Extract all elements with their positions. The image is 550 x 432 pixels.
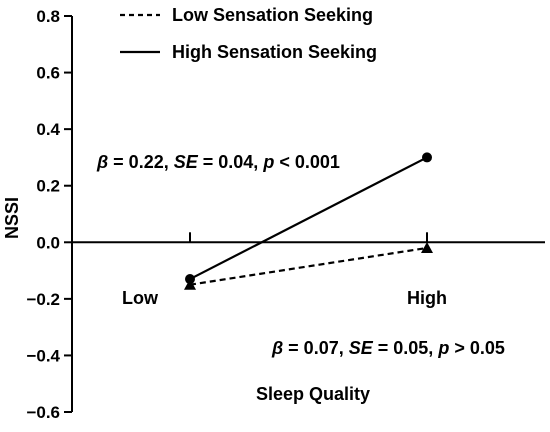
annotation-high-sensation: β = 0.22, SE = 0.04, p < 0.001 [96, 152, 340, 172]
x-tick-label: High [407, 288, 447, 308]
series-layer [184, 152, 433, 290]
y-tick-label: −0.2 [26, 290, 60, 309]
data-point-circle [185, 274, 195, 285]
data-point-triangle [421, 241, 433, 253]
series-low-sensation-seeking [184, 241, 433, 290]
y-tick-label: 0.6 [36, 64, 60, 83]
data-point-circle [422, 152, 432, 163]
x-tick-label: Low [122, 288, 159, 308]
series-line [189, 246, 428, 286]
y-tick-label: 0.4 [36, 120, 60, 139]
legend-label-low: Low Sensation Seeking [172, 5, 373, 25]
x-axis-label: Sleep Quality [256, 384, 370, 404]
legend-label-high: High Sensation Seeking [172, 42, 377, 62]
annotation-low-sensation: β = 0.07, SE = 0.05, p > 0.05 [271, 338, 505, 358]
legend: Low Sensation Seeking High Sensation See… [120, 5, 377, 62]
y-axis: 0.8 0.6 0.4 0.2 0.0 −0.2 −0.4 −0.6 [26, 7, 73, 422]
y-tick-label: 0.0 [36, 233, 60, 252]
y-tick-label: 0.2 [36, 177, 60, 196]
x-axis: Low High [72, 232, 545, 308]
data-point-triangle [184, 278, 196, 290]
y-tick-label: −0.6 [26, 403, 60, 422]
y-tick-label: −0.4 [26, 346, 60, 365]
series-high-sensation-seeking [185, 152, 432, 285]
y-axis-label: NSSI [2, 197, 22, 239]
series-line [189, 156, 428, 281]
y-tick-label: 0.8 [36, 7, 60, 26]
